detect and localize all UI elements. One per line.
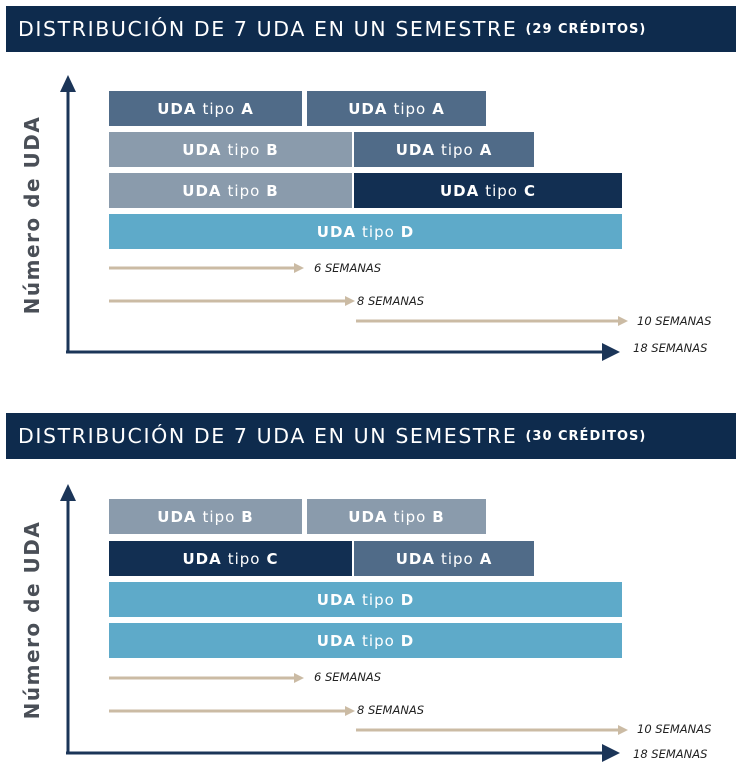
uda-bar-tipo-b: UDA tipo B bbox=[109, 499, 302, 534]
weeks-label-10: 10 SEMANAS bbox=[637, 722, 712, 736]
panel-credits: (30 CRÉDITOS) bbox=[525, 428, 647, 444]
bar-type-letter: C bbox=[523, 181, 536, 200]
weeks-label-18: 18 SEMANAS bbox=[633, 747, 708, 761]
uda-bar-tipo-b: UDA tipo B bbox=[307, 499, 486, 534]
y-axis-arrow bbox=[60, 75, 76, 352]
bar-tipo-text: tipo bbox=[227, 549, 261, 568]
uda-bar-tipo-b: UDA tipo B bbox=[109, 173, 352, 208]
weeks-arrow-10 bbox=[356, 316, 628, 326]
bar-type-letter: B bbox=[432, 507, 445, 526]
panel-29-creditos: DISTRIBUCIÓN DE 7 UDA EN UN SEMESTRE (29… bbox=[0, 0, 748, 380]
bar-tipo-text: tipo bbox=[485, 181, 518, 200]
bar-tipo-text: tipo bbox=[227, 181, 261, 200]
uda-bar-tipo-a: UDA tipo A bbox=[354, 132, 534, 167]
axes-and-arrows bbox=[60, 484, 628, 762]
uda-bar-tipo-d: UDA tipo D bbox=[109, 582, 622, 617]
uda-bar-tipo-b: UDA tipo B bbox=[109, 132, 352, 167]
x-axis-arrow bbox=[66, 343, 620, 361]
panel-credits: (29 CRÉDITOS) bbox=[525, 21, 647, 37]
bar-type-letter: A bbox=[479, 140, 493, 159]
bar-tipo-text: tipo bbox=[440, 140, 474, 159]
weeks-arrow-8 bbox=[109, 706, 355, 716]
x-axis-arrow bbox=[66, 744, 620, 762]
bar-uda-text: UDA bbox=[182, 181, 222, 200]
bar-tipo-text: tipo bbox=[227, 140, 261, 159]
bar-type-letter: A bbox=[432, 99, 445, 118]
bar-uda-text: UDA bbox=[182, 549, 222, 568]
bar-type-letter: B bbox=[241, 507, 254, 526]
panel-header: DISTRIBUCIÓN DE 7 UDA EN UN SEMESTRE (30… bbox=[6, 413, 736, 459]
bar-type-letter: B bbox=[266, 181, 279, 200]
weeks-label-18: 18 SEMANAS bbox=[633, 341, 708, 355]
panel-30-creditos: DISTRIBUCIÓN DE 7 UDA EN UN SEMESTRE (30… bbox=[0, 399, 748, 779]
bar-tipo-text: tipo bbox=[440, 549, 474, 568]
bar-uda-text: UDA bbox=[316, 631, 357, 650]
uda-bar-tipo-d: UDA tipo D bbox=[109, 214, 622, 249]
weeks-arrow-10 bbox=[356, 725, 628, 735]
uda-bar-tipo-a: UDA tipo A bbox=[109, 91, 302, 126]
bar-uda-text: UDA bbox=[439, 181, 480, 200]
bar-type-letter: B bbox=[266, 140, 279, 159]
bar-tipo-text: tipo bbox=[362, 631, 395, 650]
panel-title: DISTRIBUCIÓN DE 7 UDA EN UN SEMESTRE bbox=[18, 424, 518, 448]
weeks-label-8: 8 SEMANAS bbox=[357, 294, 425, 308]
panel-title: DISTRIBUCIÓN DE 7 UDA EN UN SEMESTRE bbox=[18, 17, 518, 41]
bar-tipo-text: tipo bbox=[362, 222, 395, 241]
uda-bar-tipo-c: UDA tipo C bbox=[354, 173, 622, 208]
bar-uda-text: UDA bbox=[157, 507, 197, 526]
bar-uda-text: UDA bbox=[316, 590, 357, 609]
bar-uda-text: UDA bbox=[348, 507, 388, 526]
bar-uda-text: UDA bbox=[348, 99, 388, 118]
axes-and-arrows bbox=[60, 75, 628, 361]
uda-bar-tipo-d: UDA tipo D bbox=[109, 623, 622, 658]
bar-type-letter: A bbox=[479, 549, 493, 568]
bar-type-letter: A bbox=[241, 99, 254, 118]
weeks-label-6: 6 SEMANAS bbox=[314, 261, 382, 275]
weeks-arrow-8 bbox=[109, 296, 355, 306]
bar-tipo-text: tipo bbox=[393, 99, 427, 118]
uda-bar-tipo-c: UDA tipo C bbox=[109, 541, 352, 576]
panel-header: DISTRIBUCIÓN DE 7 UDA EN UN SEMESTRE (29… bbox=[6, 6, 736, 52]
weeks-arrow-6 bbox=[109, 263, 304, 273]
weeks-arrow-6 bbox=[109, 673, 304, 683]
bar-type-letter: D bbox=[400, 222, 415, 241]
y-axis-arrow bbox=[60, 484, 76, 753]
uda-bar-tipo-a: UDA tipo A bbox=[307, 91, 486, 126]
bar-uda-text: UDA bbox=[316, 222, 357, 241]
weeks-label-6: 6 SEMANAS bbox=[314, 670, 382, 684]
bar-uda-text: UDA bbox=[157, 99, 197, 118]
bar-tipo-text: tipo bbox=[202, 99, 236, 118]
weeks-label-10: 10 SEMANAS bbox=[637, 314, 712, 328]
bar-type-letter: D bbox=[400, 590, 415, 609]
bar-uda-text: UDA bbox=[182, 140, 222, 159]
bar-tipo-text: tipo bbox=[393, 507, 427, 526]
weeks-label-8: 8 SEMANAS bbox=[357, 703, 425, 717]
bar-uda-text: UDA bbox=[395, 140, 435, 159]
bar-tipo-text: tipo bbox=[202, 507, 236, 526]
bar-type-letter: C bbox=[266, 549, 279, 568]
bar-type-letter: D bbox=[400, 631, 415, 650]
bar-uda-text: UDA bbox=[395, 549, 435, 568]
bar-tipo-text: tipo bbox=[362, 590, 395, 609]
uda-bar-tipo-a: UDA tipo A bbox=[354, 541, 534, 576]
